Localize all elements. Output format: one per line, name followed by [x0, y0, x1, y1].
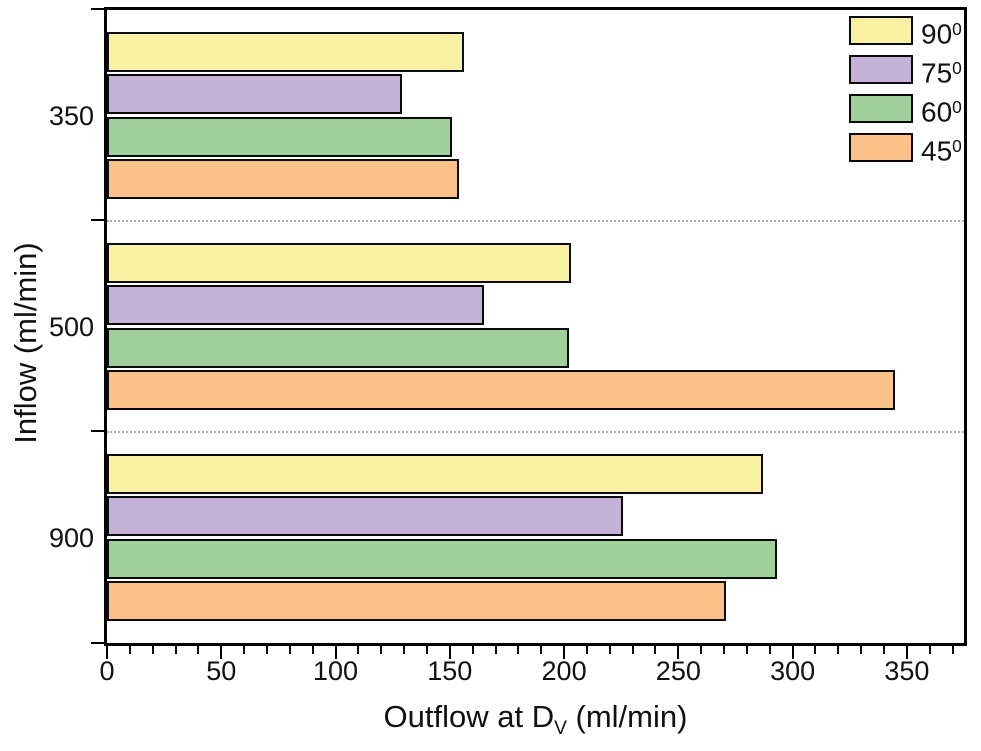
x-tick-label: 250	[655, 656, 701, 686]
x-minor-tick	[517, 646, 520, 654]
x-minor-tick	[128, 646, 131, 654]
bar-45deg-inflow-350	[107, 159, 459, 200]
x-minor-tick	[883, 646, 885, 654]
legend: 900 750 600 450	[849, 16, 962, 167]
x-axis-title: Outflow at DV (ml/min)	[104, 699, 967, 740]
x-minor-tick	[631, 646, 634, 654]
x-minor-tick	[723, 646, 726, 654]
legend-label: 600	[921, 96, 962, 128]
x-minor-tick	[654, 646, 657, 654]
legend-swatch-90deg	[849, 16, 913, 45]
x-major-tick	[334, 646, 337, 659]
x-minor-tick	[151, 646, 154, 654]
x-minor-tick	[494, 646, 497, 654]
legend-item: 750	[849, 55, 962, 89]
bar-90deg-inflow-350	[107, 31, 464, 72]
x-major-tick	[220, 646, 223, 659]
x-tick-label: 150	[427, 656, 473, 686]
x-tick-label: 300	[770, 656, 816, 686]
x-tick-label: 200	[541, 656, 587, 686]
x-axis-title-text: Outflow at D	[383, 699, 555, 734]
group-separator-line	[107, 431, 964, 433]
legend-swatch-75deg	[849, 55, 913, 84]
x-minor-tick	[380, 646, 383, 654]
x-minor-tick	[928, 646, 931, 654]
x-minor-tick	[425, 646, 428, 654]
x-minor-tick	[951, 646, 954, 654]
x-tick-label: 350	[884, 656, 930, 686]
legend-swatch-45deg	[849, 133, 913, 162]
x-minor-tick	[745, 646, 748, 654]
x-minor-tick	[357, 646, 360, 654]
x-minor-tick	[608, 646, 611, 654]
bar-90deg-inflow-900	[107, 453, 763, 494]
x-minor-tick	[197, 646, 200, 654]
legend-item: 450	[849, 133, 962, 167]
x-minor-tick	[265, 646, 268, 654]
group-separator-line	[107, 220, 964, 222]
x-minor-tick	[288, 646, 291, 654]
bar-45deg-inflow-500	[107, 370, 896, 411]
x-minor-tick	[540, 646, 543, 654]
y-major-tick	[91, 430, 104, 432]
x-major-tick	[905, 646, 908, 659]
x-axis-title-subscript: V	[554, 718, 567, 740]
x-minor-tick	[471, 646, 474, 654]
x-minor-tick	[243, 646, 246, 654]
bar-60deg-inflow-350	[107, 116, 453, 157]
x-major-tick	[106, 646, 108, 659]
x-minor-tick	[837, 646, 840, 654]
bar-75deg-inflow-900	[107, 496, 624, 537]
legend-item: 900	[849, 16, 962, 50]
y-major-tick	[91, 8, 104, 10]
x-minor-tick	[585, 646, 588, 654]
legend-swatch-60deg	[849, 94, 913, 123]
y-axis-title: Inflow (ml/min)	[8, 242, 43, 444]
bar-90deg-inflow-500	[107, 242, 571, 283]
group-separator-lines	[107, 10, 964, 643]
y-tick-label: 900	[48, 522, 94, 553]
plot-area	[104, 7, 967, 646]
bar-75deg-inflow-350	[107, 74, 402, 115]
y-major-tick	[91, 642, 104, 644]
y-tick-label: 500	[48, 311, 94, 342]
x-major-tick	[563, 646, 566, 659]
bar-45deg-inflow-900	[107, 581, 727, 622]
legend-label: 750	[921, 57, 962, 89]
x-minor-tick	[814, 646, 817, 654]
x-tick-label: 50	[206, 656, 237, 686]
x-tick-label: 0	[99, 656, 115, 686]
x-minor-tick	[174, 646, 177, 654]
x-tick-label: 100	[313, 656, 359, 686]
x-major-tick	[677, 646, 680, 659]
x-major-tick	[791, 646, 794, 659]
bar-60deg-inflow-500	[107, 327, 569, 368]
y-tick-label: 350	[48, 100, 94, 131]
x-minor-tick	[311, 646, 314, 654]
bar-75deg-inflow-500	[107, 285, 485, 326]
legend-label: 900	[921, 18, 962, 50]
legend-item: 600	[849, 94, 962, 128]
x-major-tick	[448, 646, 451, 659]
bars-layer	[107, 10, 964, 643]
x-minor-tick	[700, 646, 703, 654]
legend-label: 450	[921, 135, 962, 167]
x-minor-tick	[768, 646, 771, 654]
y-major-tick	[91, 219, 104, 221]
x-minor-tick	[860, 646, 863, 654]
x-axis-title-units: (ml/min)	[566, 699, 688, 734]
bar-60deg-inflow-900	[107, 538, 777, 579]
x-minor-tick	[403, 646, 406, 654]
